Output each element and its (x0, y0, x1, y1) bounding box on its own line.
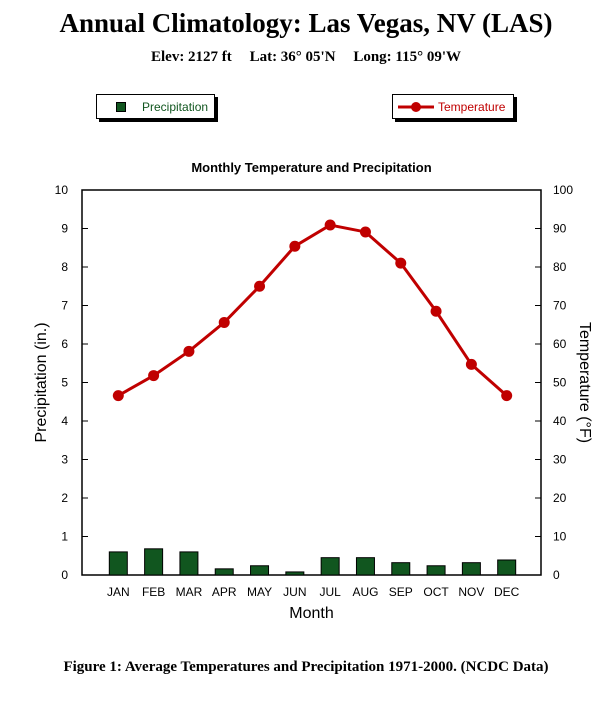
precip-bar-may (250, 565, 270, 576)
precip-bar-jul (320, 557, 340, 576)
y2-tick-label: 50 (553, 376, 567, 390)
temp-point-jun (289, 240, 301, 252)
longitude: Long: 115° 09'W (353, 49, 461, 65)
y-axis-label: Precipitation (in.) (33, 322, 50, 442)
station-info: Elev: 2127 ft Lat: 36° 05'N Long: 115° 0… (0, 49, 612, 66)
x-axis-label: Month (289, 605, 333, 622)
precip-bar-mar (179, 551, 199, 576)
x-tick-label: OCT (423, 585, 449, 599)
temp-point-apr (218, 316, 230, 328)
legend-precipitation: Precipitation (96, 94, 215, 119)
page-title: Annual Climatology: Las Vegas, NV (LAS) (59, 8, 553, 38)
x-tick-label: JUL (319, 585, 341, 599)
y-tick-label: 2 (61, 491, 68, 505)
precip-swatch-icon (116, 101, 126, 112)
precip-bar-aug (355, 557, 375, 576)
y2-tick-label: 80 (553, 260, 567, 274)
figure-caption: Figure 1: Average Temperatures and Preci… (63, 659, 549, 675)
y2-tick-label: 90 (553, 222, 567, 236)
precip-bar-dec (497, 559, 517, 576)
temp-point-oct (430, 305, 442, 317)
temp-point-sep (395, 257, 407, 269)
legend-temperature: Temperature (392, 94, 514, 119)
temp-point-feb (148, 370, 160, 382)
y2-tick-label: 100 (553, 183, 573, 197)
x-tick-label: JAN (107, 585, 130, 599)
x-tick-label: AUG (352, 585, 378, 599)
x-tick-label: FEB (142, 585, 165, 599)
chart: Monthly Temperature and Precipitation 0 1 2… (33, 160, 593, 622)
y2-tick-label: 30 (553, 453, 567, 467)
y2-tick-label: 0 (553, 568, 560, 582)
chart-title: Monthly Temperature and Precipitation (191, 160, 431, 175)
y-tick-label: 8 (61, 260, 68, 274)
y-tick-label: 10 (55, 183, 69, 197)
temperature-line (117, 223, 508, 397)
y-tick-label: 1 (61, 530, 68, 544)
y-tick-label: 7 (61, 299, 68, 313)
temp-point-jan (112, 390, 124, 402)
y2-tick-label: 20 (553, 491, 567, 505)
x-tick-label: MAY (247, 585, 272, 599)
latitude: Lat: 36° 05'N (249, 49, 336, 65)
y-tick-label: 6 (61, 337, 68, 351)
x-tick-label: DEC (494, 585, 520, 599)
temp-point-nov (465, 358, 477, 370)
precip-bar-sep (391, 562, 411, 576)
temp-point-mar (183, 345, 195, 357)
temp-point-jul (324, 219, 336, 231)
temp-line-marker-icon (398, 101, 434, 112)
y2-axis-label: Temperature (°F) (576, 322, 593, 443)
legend-temp-label: Temperature (438, 99, 506, 114)
plot-frame (81, 189, 542, 576)
precip-bar-nov (461, 562, 481, 576)
temp-point-aug (359, 226, 371, 238)
x-tick-label: NOV (458, 585, 484, 599)
x-tick-label: SEP (389, 585, 413, 599)
legend-precip-label: Precipitation (142, 99, 209, 114)
y-tick-label: 9 (61, 222, 68, 236)
x-tick-label: APR (212, 585, 237, 599)
y2-tick-label: 40 (553, 414, 567, 428)
y-tick-label: 4 (61, 414, 68, 428)
x-tick-label: JUN (283, 585, 306, 599)
precip-bar-jan (108, 551, 128, 576)
temp-point-dec (501, 390, 513, 402)
elevation: Elev: 2127 ft (150, 49, 232, 65)
y2-tick-label: 10 (553, 530, 567, 544)
precip-bar-apr (214, 568, 234, 576)
precip-bar-oct (426, 565, 446, 576)
precip-bar-feb (144, 548, 164, 576)
y-tick-label: 0 (61, 568, 68, 582)
y2-tick-label: 60 (553, 337, 567, 351)
x-tick-label: MAR (176, 585, 203, 599)
temp-point-may (254, 280, 266, 292)
precip-bar-jun (285, 571, 305, 576)
y-tick-label: 5 (61, 376, 68, 390)
y2-tick-label: 70 (553, 299, 567, 313)
y-tick-label: 3 (61, 453, 68, 467)
